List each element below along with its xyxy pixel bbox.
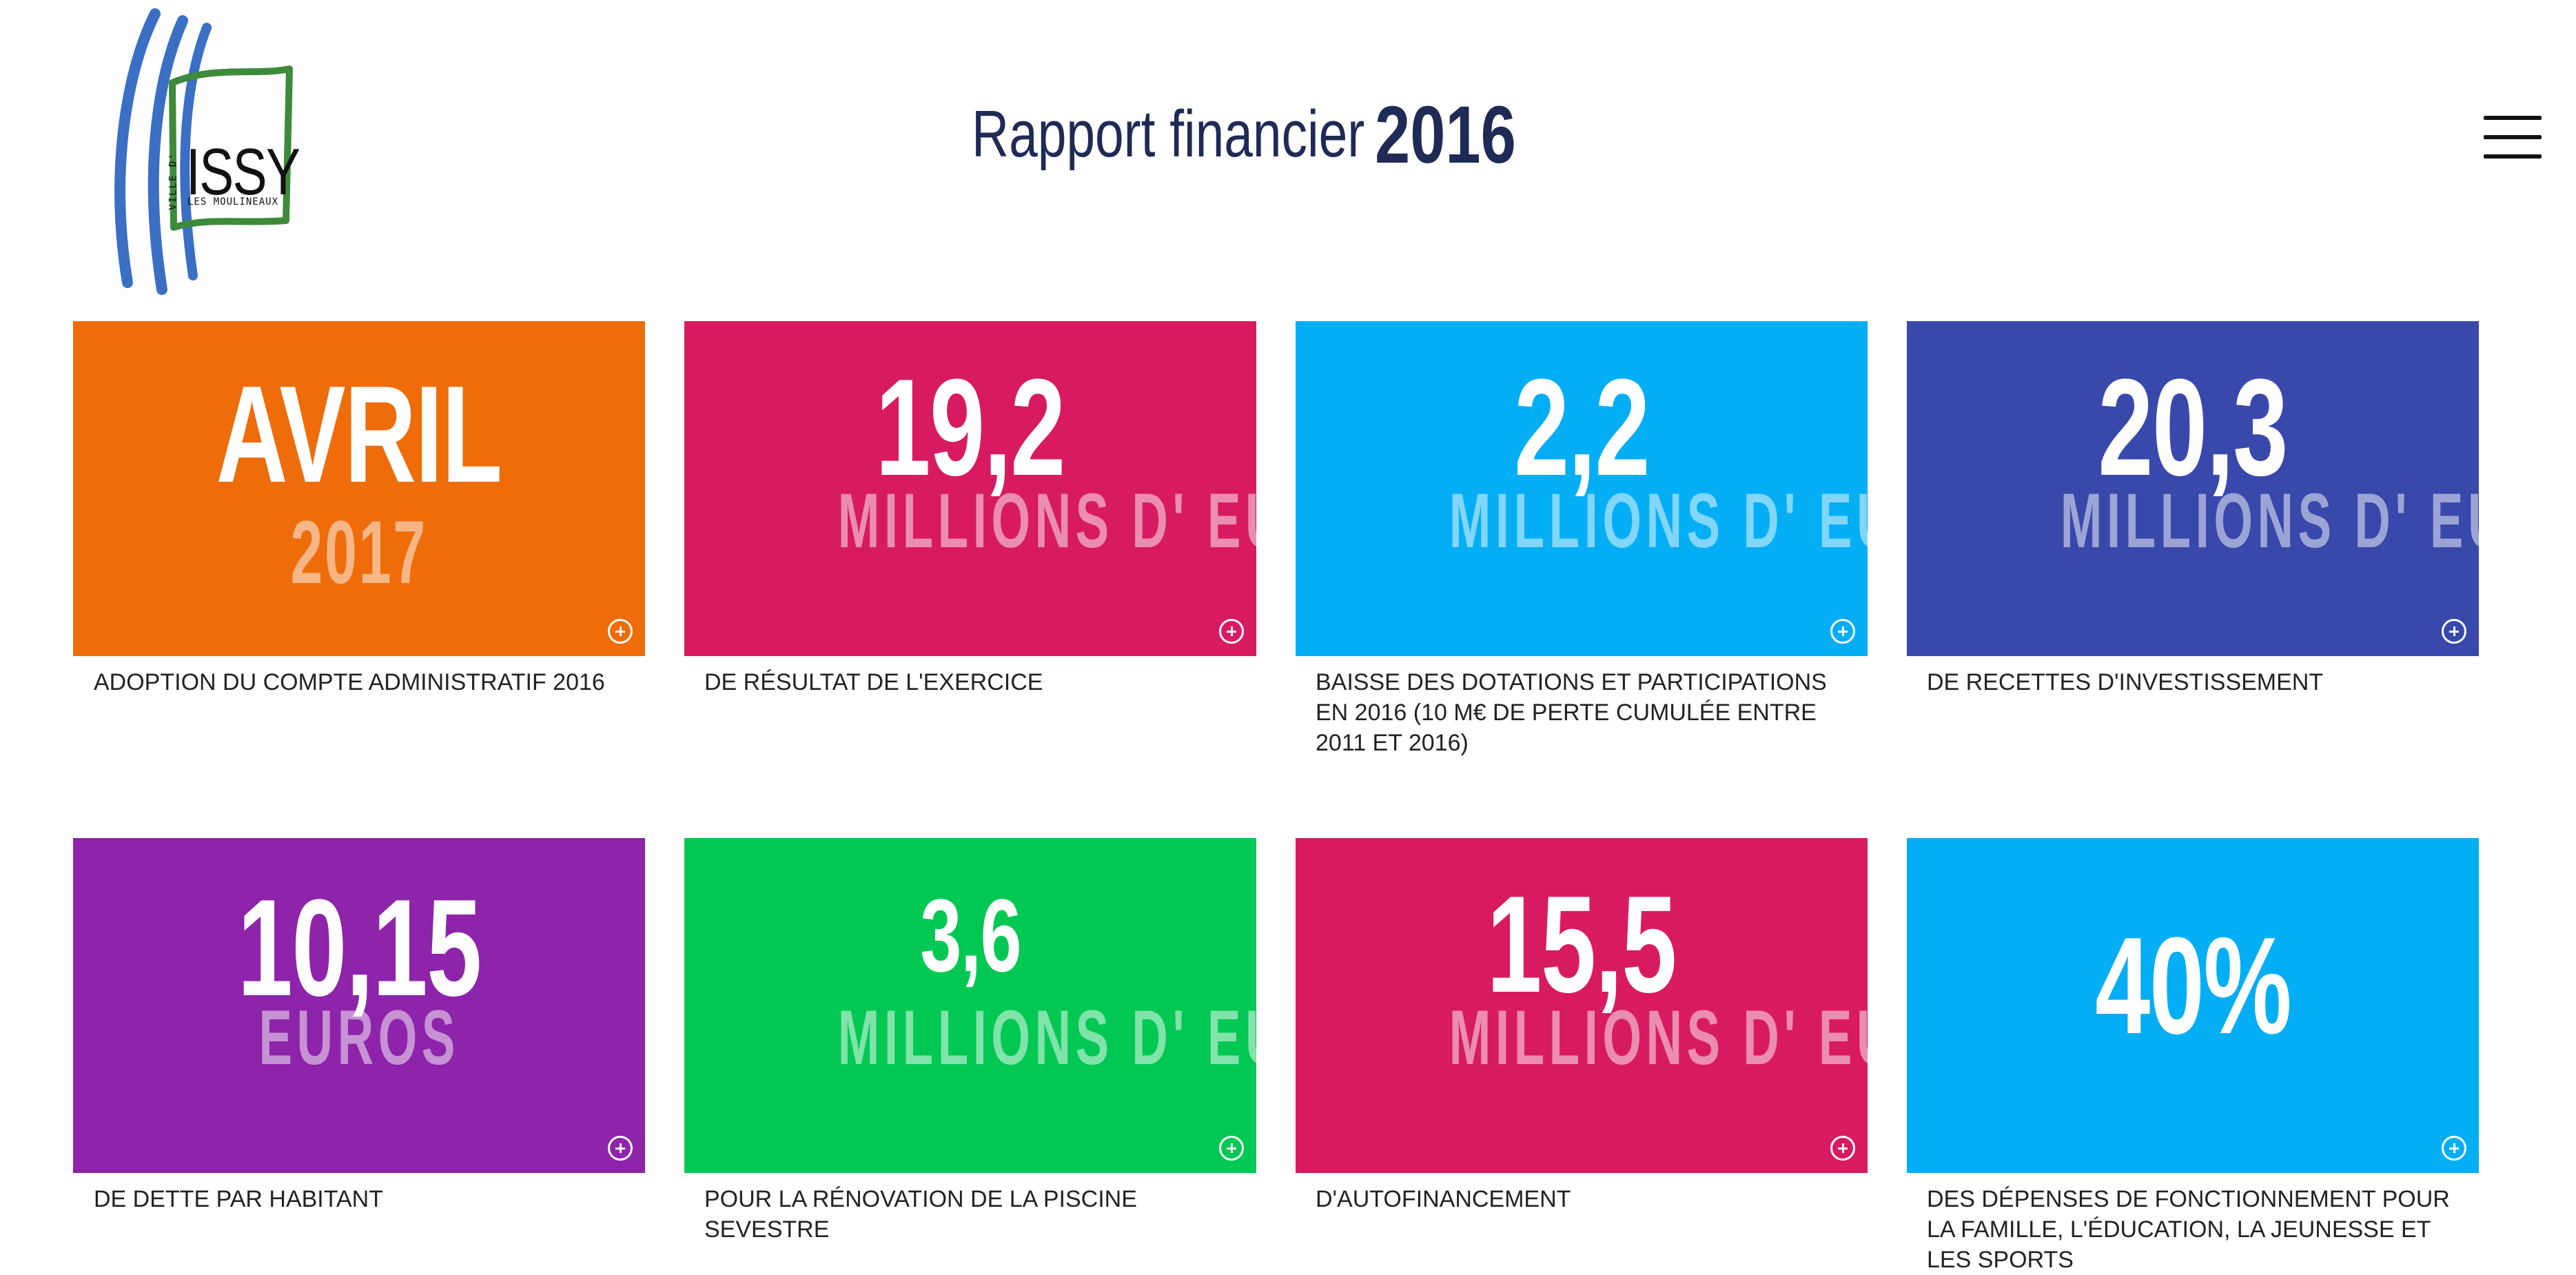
menu-bar-icon <box>2484 135 2542 139</box>
tile-unit: 2017 <box>290 502 428 602</box>
logo-main-text: ISSY <box>186 135 300 209</box>
logo[interactable]: VILLE D' ISSY LES MOULINEAUX <box>96 0 303 303</box>
plus-circle-icon[interactable] <box>1219 619 1244 644</box>
tile-value: 2,2 <box>1514 351 1650 504</box>
tile-caption: DE RÉSULTAT DE L'EXERCICE <box>704 669 1043 695</box>
plus-circle-icon[interactable] <box>2442 1136 2466 1161</box>
tile-recettes-investissement[interactable]: 20,3 MILLIONS D' EUROS <box>1907 321 2479 656</box>
plus-circle-icon[interactable] <box>1830 619 1855 644</box>
tile-unit: MILLIONS D' EUROS <box>1449 478 1868 564</box>
tile-value: 3,6 <box>920 877 1021 993</box>
tile-depenses-fonctionnement[interactable]: 40% <box>1907 838 2479 1173</box>
tile-baisse-dotations[interactable]: 2,2 MILLIONS D' EUROS <box>1296 321 1868 656</box>
tile-caption: D'AUTOFINANCEMENT <box>1316 1186 1571 1212</box>
page-title-regular: Rapport financier <box>972 97 1365 171</box>
menu-bar-icon <box>2484 154 2542 159</box>
tile-caption: BAISSE DES DOTATIONS ET PARTICIPATIONS E… <box>1316 669 1827 756</box>
page-title: Rapport financier 2016 <box>972 90 1523 200</box>
tile-caption: ADOPTION DU COMPTE ADMINISTRATIF 2016 <box>94 669 605 695</box>
tile-dette-habitant[interactable]: 10,15 EUROS <box>73 838 645 1173</box>
tile-resultat-exercice[interactable]: 19,2 MILLIONS D' EUROS <box>684 321 1256 656</box>
tile-caption: DES DÉPENSES DE FONCTIONNEMENT POUR LA F… <box>1927 1186 2450 1273</box>
tile-caption: DE RECETTES D'INVESTISSEMENT <box>1927 669 2324 695</box>
tile-value: 15,5 <box>1486 868 1677 1021</box>
plus-circle-icon[interactable] <box>608 1136 633 1161</box>
tile-value: 19,2 <box>875 351 1066 504</box>
plus-circle-icon[interactable] <box>1830 1136 1855 1161</box>
page-title-year: 2016 <box>1375 90 1516 181</box>
tile-caption: DE DETTE PAR HABITANT <box>94 1186 384 1212</box>
plus-circle-icon[interactable] <box>608 619 633 644</box>
logo-bottom-text: LES MOULINEAUX <box>187 196 279 207</box>
tile-caption: POUR LA RÉNOVATION DE LA PISCINE SEVESTR… <box>704 1186 1137 1243</box>
tile-value: 20,3 <box>2098 351 2289 504</box>
menu-bar-icon <box>2484 116 2542 120</box>
tile-value: 40% <box>2095 909 2291 1063</box>
logo-top-text: VILLE D' <box>167 152 179 210</box>
tile-unit: MILLIONS D' EUROS <box>837 994 1256 1081</box>
hamburger-menu-button[interactable] <box>2484 116 2542 159</box>
tile-autofinancement[interactable]: 15,5 MILLIONS D' EUROS <box>1296 838 1868 1173</box>
tile-renovation-piscine[interactable]: 3,6 MILLIONS D' EUROS <box>684 838 1256 1173</box>
tile-unit: EUROS <box>258 994 460 1081</box>
tile-value: AVRIL <box>216 358 503 511</box>
plus-circle-icon[interactable] <box>1219 1136 1244 1161</box>
tile-adoption-compte[interactable]: AVRIL 2017 <box>73 321 645 656</box>
tile-unit: MILLIONS D' EUROS <box>2060 478 2479 564</box>
tile-value: 10,15 <box>237 871 482 1025</box>
tile-unit: MILLIONS D' EUROS <box>1449 994 1868 1081</box>
plus-circle-icon[interactable] <box>2442 619 2466 644</box>
logo-graphic <box>114 8 293 295</box>
tile-unit: MILLIONS D' EUROS <box>837 478 1256 564</box>
